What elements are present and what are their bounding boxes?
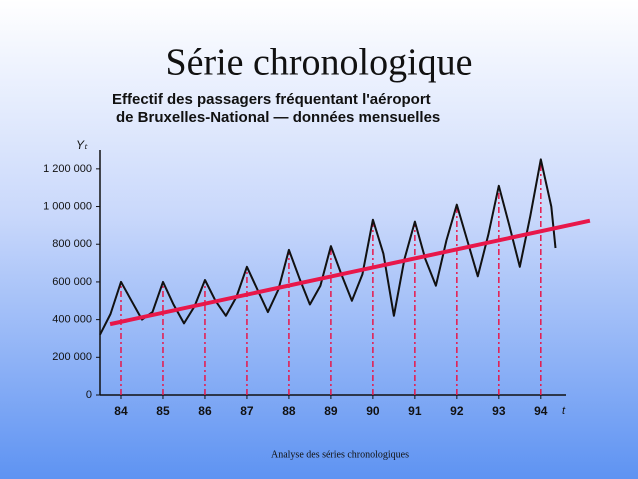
slide-title: Série chronologique bbox=[165, 42, 472, 84]
chart-title: Effectif des passagers fréquentant l'aér… bbox=[112, 91, 431, 108]
y-tick-label: 1 000 000 bbox=[43, 200, 92, 212]
y-tick-label: 800 000 bbox=[52, 238, 92, 250]
x-tick-label: 93 bbox=[492, 404, 506, 418]
x-tick-label: 89 bbox=[324, 404, 338, 418]
x-axis-label: t bbox=[562, 405, 566, 417]
footer: Analyse des séries chronologiques bbox=[271, 449, 409, 460]
y-tick-label: 600 000 bbox=[52, 276, 92, 288]
x-tick-label: 86 bbox=[198, 404, 212, 418]
x-tick-label: 92 bbox=[450, 404, 464, 418]
x-tick-label: 88 bbox=[282, 404, 296, 418]
x-tick-label: 84 bbox=[114, 404, 128, 418]
y-tick-label: 0 bbox=[86, 389, 92, 401]
x-tick-label: 90 bbox=[366, 404, 380, 418]
x-tick-label: 85 bbox=[156, 404, 170, 418]
x-tick-label: 94 bbox=[534, 404, 548, 418]
y-tick-label: 1 200 000 bbox=[43, 163, 92, 175]
y-tick-label: 400 000 bbox=[52, 314, 92, 326]
y-tick-label: 200 000 bbox=[52, 351, 92, 363]
chart-title: de Bruxelles-National — données mensuell… bbox=[116, 109, 440, 126]
x-tick-label: 87 bbox=[240, 404, 254, 418]
x-tick-label: 91 bbox=[408, 404, 422, 418]
series-line bbox=[99, 158, 557, 336]
trend-line bbox=[109, 218, 591, 327]
y-axis-label: Yₜ bbox=[76, 138, 88, 152]
